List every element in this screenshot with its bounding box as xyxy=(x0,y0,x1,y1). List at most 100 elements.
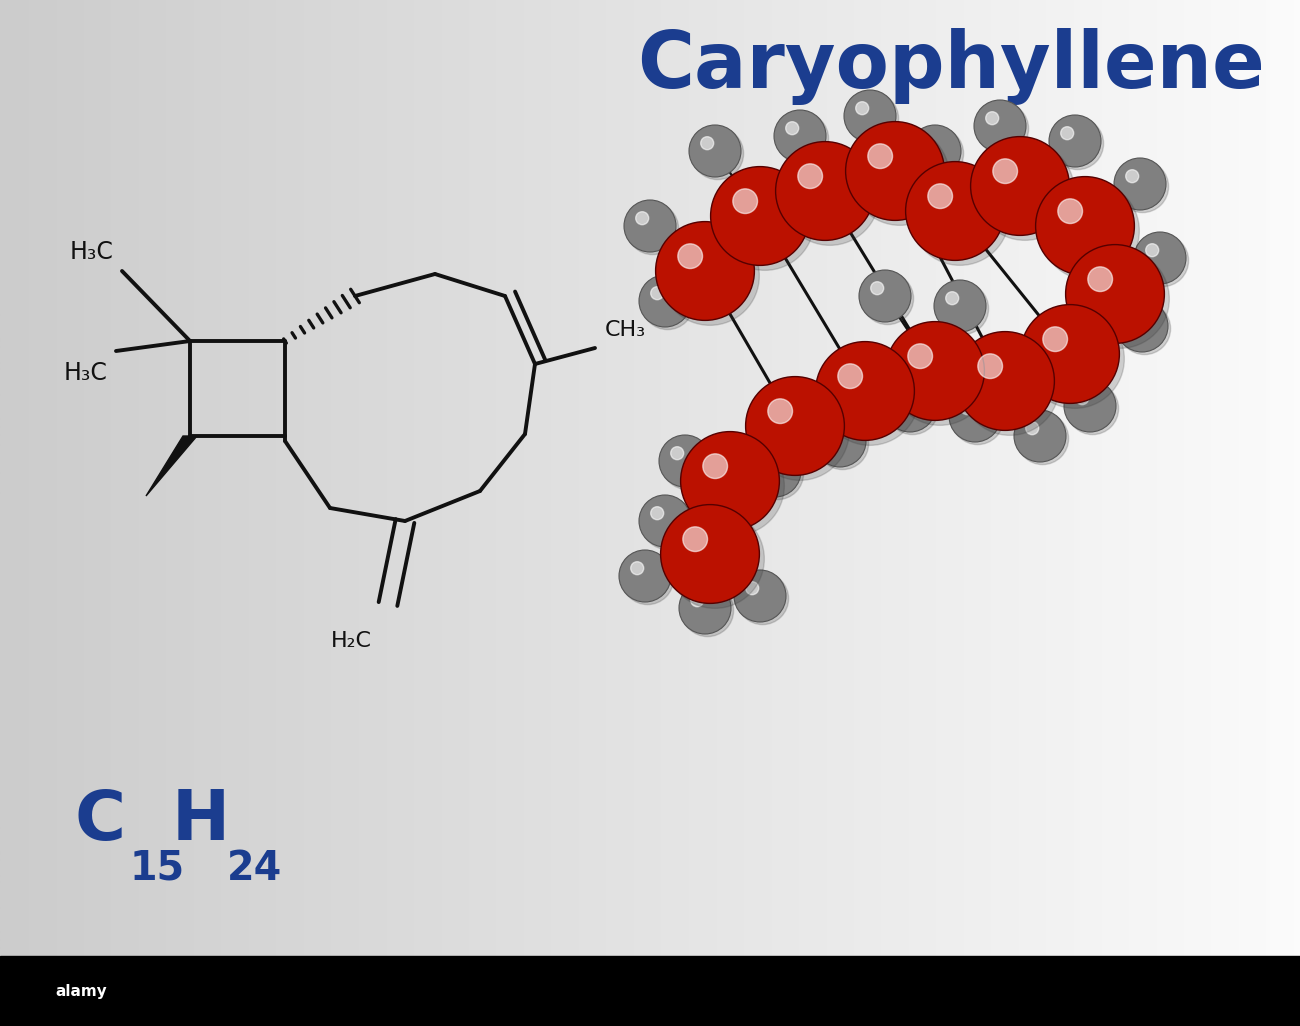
Circle shape xyxy=(909,125,961,177)
Circle shape xyxy=(655,222,754,320)
Circle shape xyxy=(961,337,1059,435)
Circle shape xyxy=(859,270,911,322)
Text: 24: 24 xyxy=(227,849,282,889)
Text: 15: 15 xyxy=(130,849,185,889)
Circle shape xyxy=(1017,412,1069,465)
Circle shape xyxy=(1114,158,1166,210)
Circle shape xyxy=(814,415,866,467)
Circle shape xyxy=(936,282,988,334)
Circle shape xyxy=(681,585,733,636)
Circle shape xyxy=(820,347,919,445)
Circle shape xyxy=(642,498,694,550)
Circle shape xyxy=(952,393,1004,444)
Circle shape xyxy=(891,326,989,426)
Circle shape xyxy=(621,553,673,604)
Circle shape xyxy=(690,594,703,606)
Circle shape xyxy=(733,189,758,213)
Circle shape xyxy=(651,286,664,300)
Circle shape xyxy=(660,227,759,325)
Circle shape xyxy=(671,446,684,460)
Circle shape xyxy=(985,112,998,125)
Circle shape xyxy=(928,184,953,208)
Circle shape xyxy=(1040,182,1139,280)
Circle shape xyxy=(1118,303,1170,355)
Circle shape xyxy=(1058,199,1083,224)
Circle shape xyxy=(774,110,826,162)
Polygon shape xyxy=(146,436,198,496)
Circle shape xyxy=(1075,392,1088,404)
Circle shape xyxy=(1126,169,1139,183)
Circle shape xyxy=(976,103,1028,155)
Circle shape xyxy=(660,505,759,603)
Circle shape xyxy=(679,582,731,634)
Circle shape xyxy=(862,273,914,324)
Circle shape xyxy=(949,390,1001,442)
Circle shape xyxy=(906,162,1005,261)
Circle shape xyxy=(845,122,944,221)
Circle shape xyxy=(662,438,714,489)
Circle shape xyxy=(640,275,692,327)
Text: H: H xyxy=(172,787,230,854)
Text: C: C xyxy=(75,787,126,854)
Circle shape xyxy=(659,435,711,487)
Circle shape xyxy=(1036,176,1135,275)
Circle shape xyxy=(974,100,1026,152)
Circle shape xyxy=(885,321,984,421)
Bar xyxy=(0,956,1300,1026)
Circle shape xyxy=(826,427,838,440)
Circle shape xyxy=(1020,305,1119,403)
Circle shape xyxy=(776,113,828,164)
Circle shape xyxy=(627,202,679,254)
Circle shape xyxy=(1066,244,1165,344)
Circle shape xyxy=(868,144,893,168)
Circle shape xyxy=(911,127,963,180)
Circle shape xyxy=(711,166,810,266)
Circle shape xyxy=(971,136,1070,235)
Circle shape xyxy=(961,402,974,415)
Circle shape xyxy=(689,125,741,177)
Circle shape xyxy=(1052,118,1104,169)
Circle shape xyxy=(844,90,896,142)
Circle shape xyxy=(677,244,702,269)
Circle shape xyxy=(701,136,714,150)
Circle shape xyxy=(751,447,803,500)
Circle shape xyxy=(1061,126,1074,140)
Text: H₃C: H₃C xyxy=(70,240,114,264)
Circle shape xyxy=(1043,327,1067,352)
Circle shape xyxy=(887,383,939,435)
Circle shape xyxy=(666,510,764,608)
Circle shape xyxy=(640,495,692,547)
Circle shape xyxy=(780,147,879,245)
Circle shape xyxy=(1117,161,1169,212)
Circle shape xyxy=(1115,300,1167,352)
Circle shape xyxy=(1063,380,1115,432)
Circle shape xyxy=(737,573,789,625)
Circle shape xyxy=(945,291,958,305)
Circle shape xyxy=(636,211,649,225)
Circle shape xyxy=(1136,235,1188,286)
Circle shape xyxy=(910,166,1009,266)
Circle shape xyxy=(746,377,845,475)
Circle shape xyxy=(1145,244,1158,256)
Circle shape xyxy=(692,127,744,180)
Circle shape xyxy=(933,280,985,332)
Circle shape xyxy=(1026,422,1039,435)
Circle shape xyxy=(978,354,1002,379)
Text: Caryophyllene: Caryophyllene xyxy=(637,28,1265,105)
Circle shape xyxy=(956,331,1054,430)
Circle shape xyxy=(855,102,868,115)
Circle shape xyxy=(734,570,786,622)
Circle shape xyxy=(624,200,676,252)
Circle shape xyxy=(703,453,728,478)
Circle shape xyxy=(715,171,814,270)
Circle shape xyxy=(785,122,798,134)
Circle shape xyxy=(681,432,780,530)
Circle shape xyxy=(816,418,868,470)
Circle shape xyxy=(884,380,936,432)
Circle shape xyxy=(837,364,862,389)
Circle shape xyxy=(685,436,784,536)
Circle shape xyxy=(1049,115,1101,167)
Circle shape xyxy=(815,342,914,440)
Circle shape xyxy=(619,550,671,602)
Circle shape xyxy=(768,399,793,424)
